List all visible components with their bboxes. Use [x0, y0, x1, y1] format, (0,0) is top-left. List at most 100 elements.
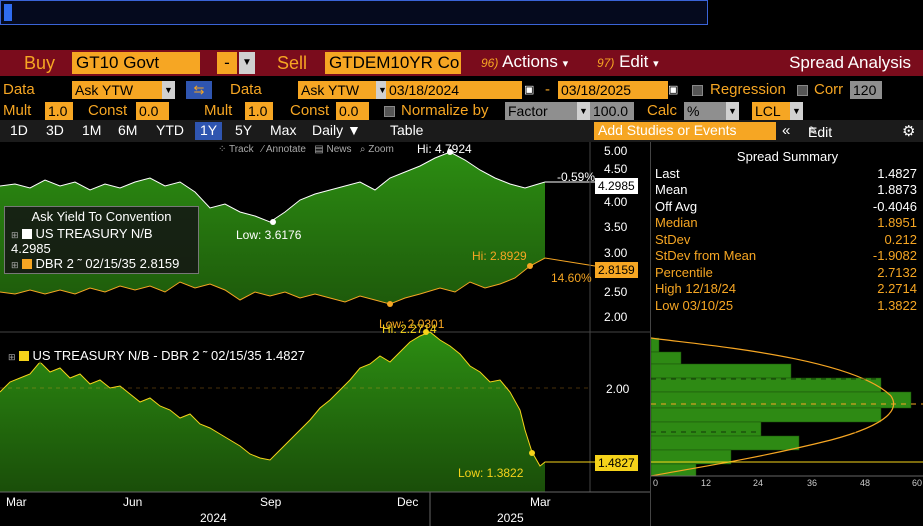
tab-3d[interactable]: 3D	[46, 122, 64, 138]
buy-dropdown-icon[interactable]: ▼	[239, 52, 255, 74]
track-tool-label: Track	[228, 144, 254, 155]
annotate-tool[interactable]: ⁄ Annotate	[261, 144, 306, 155]
summary-row-last: Last 1.4827	[655, 166, 917, 182]
table-button[interactable]: Table	[390, 122, 424, 138]
const1-field[interactable]: 0.0	[136, 102, 169, 120]
summary-row-low: Low 03/10/25 1.3822	[655, 298, 917, 314]
normalize-checkbox[interactable]	[384, 106, 395, 117]
sell-security-field[interactable]: GTDEM10YR Co	[325, 52, 461, 74]
summary-key: Last	[655, 166, 680, 181]
y-tick-2-00: 2.00	[604, 310, 628, 324]
tab-5y[interactable]: 5Y	[235, 122, 253, 138]
calc-select[interactable]: %	[684, 102, 726, 120]
upper-legend-title: Ask Yield To Convention	[31, 209, 172, 224]
data2-select[interactable]: Ask YTW	[298, 81, 376, 99]
dbr-line	[0, 257, 596, 305]
zoom-tool[interactable]: ⌕ Zoom	[359, 144, 394, 155]
tab-1d[interactable]: 1D	[10, 122, 28, 138]
tab-ytd[interactable]: YTD	[156, 122, 184, 138]
collapse-icon[interactable]: «	[782, 122, 791, 139]
actions-menu-number: 96)	[481, 56, 499, 70]
start-date-field[interactable]: 03/18/2024	[386, 81, 522, 99]
expand-icon[interactable]: ⊞	[8, 352, 16, 362]
dbr-high-marker	[527, 263, 533, 269]
x-tick-mar-2024: Mar	[6, 495, 27, 509]
actions-menu[interactable]: 96) Actions ▾	[481, 52, 568, 74]
gear-icon[interactable]: ⚙	[902, 123, 916, 140]
data1-dropdown-icon[interactable]: ▼	[162, 81, 175, 99]
edit-menu[interactable]: 97) Edit ▾	[597, 52, 659, 74]
tab-6m[interactable]: 6M	[118, 122, 138, 138]
period-select[interactable]: Daily ▼	[312, 122, 361, 138]
spread-high-label: Hi: 2.2714	[382, 322, 437, 336]
const2-field[interactable]: 0.0	[336, 102, 369, 120]
swap-securities-icon[interactable]: ⇆	[186, 81, 212, 99]
end-date-field[interactable]: 03/18/2025	[558, 81, 668, 99]
end-calendar-icon[interactable]: ▣	[668, 84, 679, 96]
legend-item-us-treasury[interactable]: ⊞ US TREASURY N/B 4.2985	[11, 226, 192, 256]
us-treasury-high-label: Hi: 4.7924	[417, 142, 472, 156]
x-tick-jun: Jun	[123, 495, 143, 509]
summary-value: 2.2714	[877, 281, 917, 296]
corr-window-field[interactable]: 120	[850, 81, 882, 99]
normalize-select[interactable]: Factor	[505, 102, 577, 120]
summary-value: 1.8951	[877, 215, 917, 230]
add-studies-input[interactable]: Add Studies or Events	[594, 122, 776, 140]
pencil-icon: ✎	[808, 124, 819, 138]
summary-value: 2.7132	[877, 265, 917, 280]
news-tool[interactable]: ▤ News	[314, 144, 352, 155]
us-treasury-low-marker	[270, 219, 276, 225]
lower-legend[interactable]: ⊞ US TREASURY N/B - DBR 2 ˜ 02/15/35 1.48…	[8, 348, 305, 363]
spread-high-marker	[423, 329, 429, 335]
summary-key: Mean	[655, 182, 688, 197]
currency-select[interactable]: LCL	[752, 102, 790, 120]
buy-side-field[interactable]: -	[217, 52, 237, 74]
tab-1m[interactable]: 1M	[82, 122, 102, 138]
spread-legend-label: US TREASURY N/B - DBR 2 ˜ 02/15/35 1.482…	[32, 348, 305, 363]
track-tool[interactable]: ⁘ Track	[218, 144, 254, 155]
currency-dropdown-icon[interactable]: ▼	[790, 102, 803, 120]
upper-legend[interactable]: Ask Yield To Convention ⊞ US TREASURY N/B…	[4, 206, 199, 274]
page-title: Spread Analysis	[789, 53, 911, 72]
summary-row-off-avg: Off Avg -0.4046	[655, 199, 917, 215]
mult2-field[interactable]: 1.0	[245, 102, 273, 120]
edit-menu-number: 97)	[597, 56, 615, 70]
spread-last-tag: 1.4827	[595, 455, 638, 471]
start-calendar-icon[interactable]: ▣	[524, 84, 535, 96]
histogram-svg	[650, 337, 923, 477]
mult1-field[interactable]: 1.0	[45, 102, 73, 120]
summary-row-stdev: StDev 0.212	[655, 232, 917, 248]
calc-dropdown-icon[interactable]: ▼	[726, 102, 739, 120]
summary-value: -0.4046	[872, 199, 917, 214]
buy-security-field[interactable]: GT10 Govt	[72, 52, 200, 74]
expand-icon[interactable]: ⊞	[11, 260, 19, 270]
factor-field[interactable]: 100.0	[590, 102, 634, 120]
summary-row-high: High 12/18/24 2.2714	[655, 281, 917, 297]
normalize-dropdown-icon[interactable]: ▼	[577, 102, 590, 120]
us-treasury-name: US TREASURY N/B	[35, 226, 153, 241]
data2-label: Data	[230, 81, 262, 98]
legend-item-dbr[interactable]: ⊞ DBR 2 ˜ 02/15/35 2.8159	[11, 256, 192, 271]
corr-checkbox[interactable]	[797, 85, 808, 96]
summary-key: Median	[655, 215, 698, 230]
spread-summary-panel: Spread Summary Last 1.4827 Mean 1.8873 Off…	[650, 142, 923, 336]
spread-y-tick-2-00: 2.00	[606, 382, 630, 396]
command-line[interactable]	[0, 0, 708, 25]
chart-area[interactable]: ⁘ Track ⁄ Annotate ▤ News ⌕ Zoom 5.00 4.…	[0, 142, 650, 526]
y-tick-4-50: 4.50	[604, 162, 628, 176]
us-treasury-last-tag: 4.2985	[595, 178, 638, 194]
data1-select[interactable]: Ask YTW	[72, 81, 162, 99]
expand-icon[interactable]: ⊞	[11, 230, 19, 240]
tab-1y[interactable]: 1Y	[195, 122, 223, 140]
summary-row-percentile: Percentile 2.7132	[655, 265, 917, 281]
regression-checkbox[interactable]	[692, 85, 703, 96]
us-treasury-high-marker	[447, 149, 453, 155]
x-tick-mar-2025: Mar	[530, 495, 551, 509]
data2-dropdown-icon[interactable]: ▼	[376, 81, 389, 99]
hist-x-tick-0: 0	[653, 478, 659, 488]
hist-bar	[650, 337, 660, 353]
dbr-swatch	[21, 259, 32, 269]
hist-bar	[650, 407, 882, 423]
tab-max[interactable]: Max	[270, 122, 297, 138]
calc-label: Calc	[647, 102, 678, 119]
